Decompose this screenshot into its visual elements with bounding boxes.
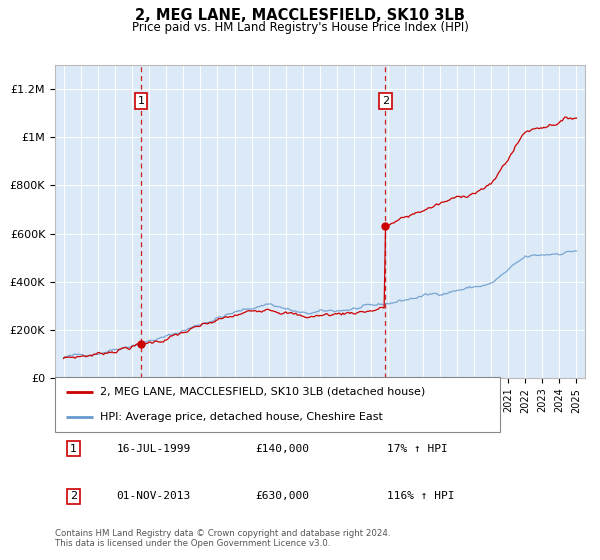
Text: 2: 2 xyxy=(382,96,389,106)
Text: £140,000: £140,000 xyxy=(256,444,310,454)
Text: 01-NOV-2013: 01-NOV-2013 xyxy=(116,491,191,501)
Text: HPI: Average price, detached house, Cheshire East: HPI: Average price, detached house, Ches… xyxy=(100,412,382,422)
Text: 2: 2 xyxy=(70,491,77,501)
Text: 116% ↑ HPI: 116% ↑ HPI xyxy=(387,491,454,501)
Text: £630,000: £630,000 xyxy=(256,491,310,501)
Text: 16-JUL-1999: 16-JUL-1999 xyxy=(116,444,191,454)
Text: 1: 1 xyxy=(70,444,77,454)
Text: Contains HM Land Registry data © Crown copyright and database right 2024.
This d: Contains HM Land Registry data © Crown c… xyxy=(55,529,391,548)
Text: 2, MEG LANE, MACCLESFIELD, SK10 3LB: 2, MEG LANE, MACCLESFIELD, SK10 3LB xyxy=(135,8,465,24)
Text: 1: 1 xyxy=(137,96,145,106)
Text: Price paid vs. HM Land Registry's House Price Index (HPI): Price paid vs. HM Land Registry's House … xyxy=(131,21,469,34)
FancyBboxPatch shape xyxy=(55,377,500,432)
Text: 2, MEG LANE, MACCLESFIELD, SK10 3LB (detached house): 2, MEG LANE, MACCLESFIELD, SK10 3LB (det… xyxy=(100,387,425,397)
Text: 17% ↑ HPI: 17% ↑ HPI xyxy=(387,444,448,454)
